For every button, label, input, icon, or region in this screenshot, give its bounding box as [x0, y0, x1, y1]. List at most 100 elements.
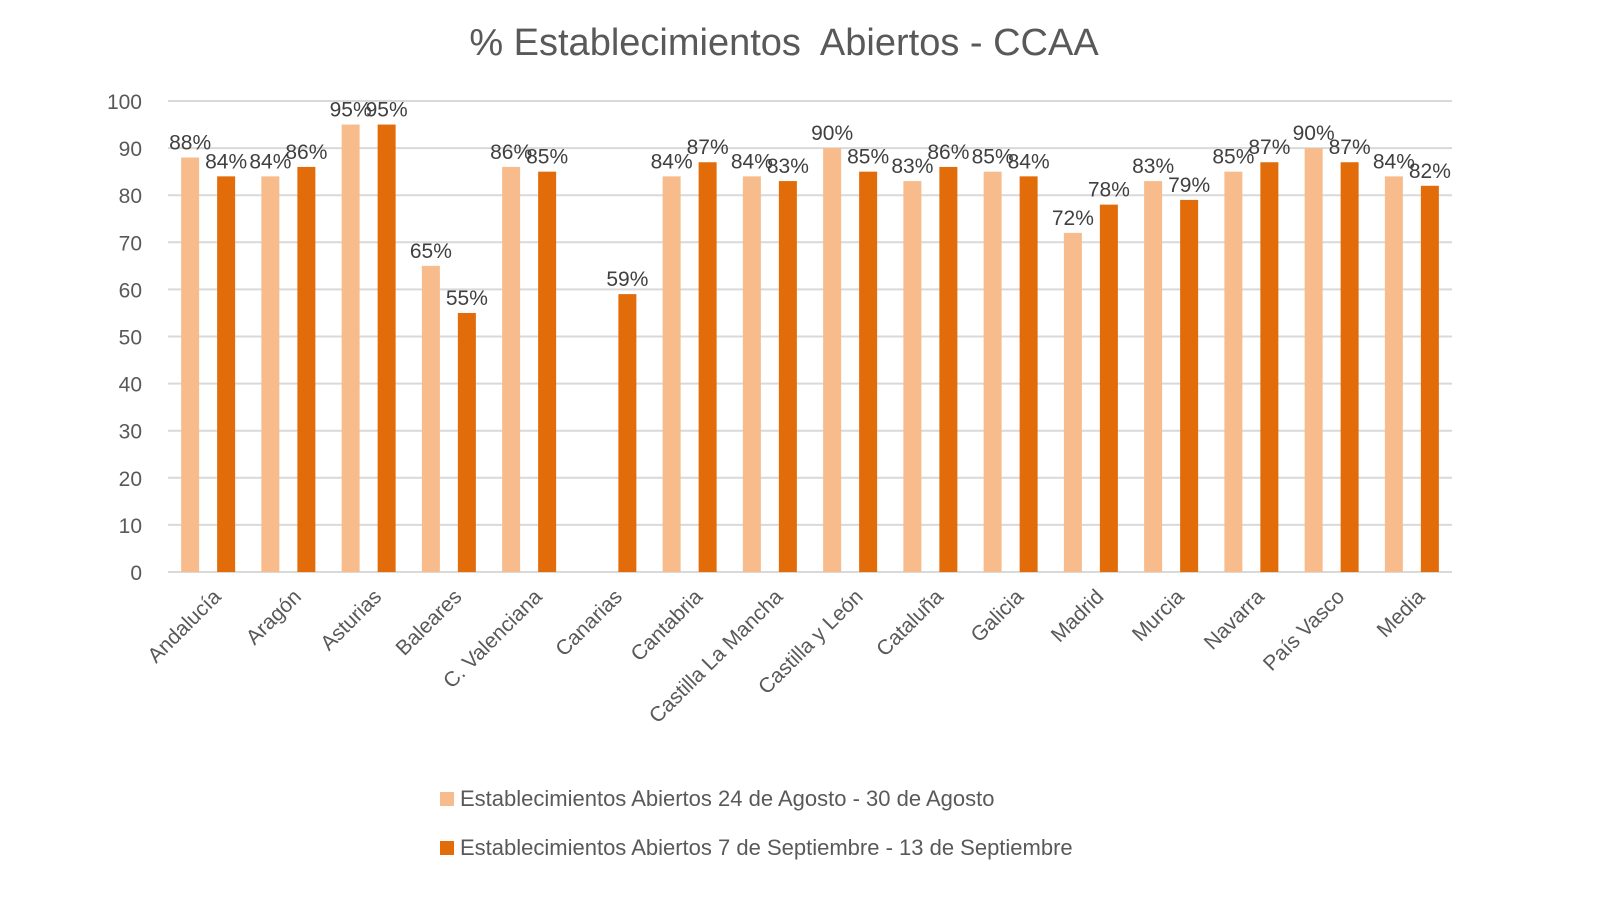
y-tick-label: 80 [119, 185, 142, 208]
chart-title: % Establecimientos Abiertos - CCAA [469, 22, 1099, 64]
x-tick-label: Cantabria [627, 585, 708, 666]
data-label: 83% [891, 155, 933, 178]
bar-series-1 [742, 176, 761, 573]
bar-series-2 [1340, 162, 1359, 573]
bar-series-1 [903, 181, 922, 572]
data-label: 84% [1373, 150, 1415, 173]
data-label: 87% [687, 136, 729, 159]
x-tick-label: Canarias [551, 585, 627, 661]
data-label: 84% [205, 150, 247, 173]
y-tick-label: 100 [107, 91, 142, 114]
data-label: 85% [847, 146, 889, 169]
x-tick-label: Galicia [966, 585, 1028, 647]
x-tick-label: Baleares [392, 585, 467, 660]
bar-series-1 [421, 265, 440, 572]
bar-series-2 [377, 124, 396, 573]
data-label: 87% [1248, 136, 1290, 159]
x-tick-label: Media [1373, 585, 1430, 642]
x-tick-label: Castilla La Mancha [645, 585, 788, 728]
bar-series-1 [1144, 181, 1163, 572]
legend-swatch-series-2 [440, 841, 454, 855]
data-label: 85% [972, 146, 1014, 169]
data-label: 59% [606, 268, 648, 291]
bar-series-1 [1063, 232, 1082, 572]
legend-item-series-1: Establecimientos Abiertos 24 de Agosto -… [440, 786, 994, 812]
data-label: 85% [1212, 146, 1254, 169]
bar-series-1 [662, 176, 681, 573]
data-label: 78% [1088, 179, 1130, 202]
legend-item-series-2: Establecimientos Abiertos 7 de Septiembr… [440, 835, 1073, 861]
y-tick-label: 70 [119, 232, 142, 255]
y-axis-ticks: 0 10 20 30 40 50 60 70 80 90 100 [107, 91, 142, 585]
bar-series-1 [341, 124, 360, 573]
bar-series-2 [1260, 162, 1279, 573]
bar-series-2 [1019, 176, 1038, 573]
data-label: 84% [1008, 150, 1050, 173]
bar-series-1 [1384, 176, 1403, 573]
data-label: 86% [927, 141, 969, 164]
x-tick-label: Aragón [242, 585, 306, 649]
data-label: 65% [410, 240, 452, 263]
data-label: 90% [811, 122, 853, 145]
bar-series-2 [538, 171, 557, 572]
bar-series-1 [983, 171, 1002, 572]
data-label: 82% [1409, 160, 1451, 183]
data-label: 95% [330, 99, 372, 122]
x-tick-label: Navarra [1200, 585, 1269, 654]
x-tick-label: Murcia [1128, 585, 1189, 646]
data-label: 55% [446, 287, 488, 310]
y-tick-label: 30 [119, 421, 142, 444]
bar-series-2 [217, 176, 236, 573]
bar-series-1 [1304, 148, 1323, 572]
bar-series-2 [859, 171, 878, 572]
bar-series-1 [502, 166, 521, 572]
bars [181, 124, 1439, 573]
x-tick-label: Asturias [316, 585, 386, 655]
bar-series-2 [1420, 185, 1439, 572]
legend-label-series-2: Establecimientos Abiertos 7 de Septiembr… [460, 835, 1073, 860]
bar-series-1 [1224, 171, 1243, 572]
y-tick-label: 50 [119, 327, 142, 350]
data-label: 87% [1329, 136, 1371, 159]
y-tick-label: 10 [119, 515, 142, 538]
data-label: 83% [1132, 155, 1174, 178]
bar-series-2 [618, 294, 637, 572]
legend-swatch-series-1 [440, 792, 454, 806]
legend-label-series-1: Establecimientos Abiertos 24 de Agosto -… [460, 786, 995, 811]
x-tick-label: Madrid [1047, 585, 1109, 647]
data-label: 86% [285, 141, 327, 164]
y-tick-label: 40 [119, 374, 142, 397]
bar-series-2 [939, 166, 958, 572]
bar-series-2 [778, 181, 797, 572]
data-label: 84% [731, 150, 773, 173]
bar-series-2 [1099, 204, 1118, 572]
data-label: 84% [651, 150, 693, 173]
data-label: 86% [490, 141, 532, 164]
data-label: 79% [1168, 174, 1210, 197]
bar-series-2 [1180, 199, 1199, 572]
bar-series-1 [181, 157, 200, 572]
y-tick-label: 0 [130, 562, 142, 585]
y-tick-label: 20 [119, 468, 142, 491]
y-tick-label: 90 [119, 138, 142, 161]
x-tick-label: Andalucía [143, 585, 226, 668]
data-label: 72% [1052, 207, 1094, 230]
bar-series-2 [457, 312, 476, 572]
x-tick-label: País Vasco [1259, 585, 1349, 675]
bar-series-2 [698, 162, 717, 573]
x-tick-label: Cataluña [872, 585, 948, 661]
data-label: 90% [1293, 122, 1335, 145]
data-label: 83% [767, 155, 809, 178]
data-label: 84% [249, 150, 291, 173]
data-label: 85% [526, 146, 568, 169]
bar-series-2 [297, 166, 316, 572]
data-labels: 88%84% 84%86%95%95%65%55%86%85%59%84%87%8… [169, 99, 1451, 310]
data-label: 95% [366, 99, 408, 122]
y-tick-label: 60 [119, 279, 142, 302]
bar-series-1 [261, 176, 280, 573]
gridlines [168, 100, 1452, 573]
data-label: 88% [169, 132, 211, 155]
bar-series-1 [823, 148, 842, 572]
